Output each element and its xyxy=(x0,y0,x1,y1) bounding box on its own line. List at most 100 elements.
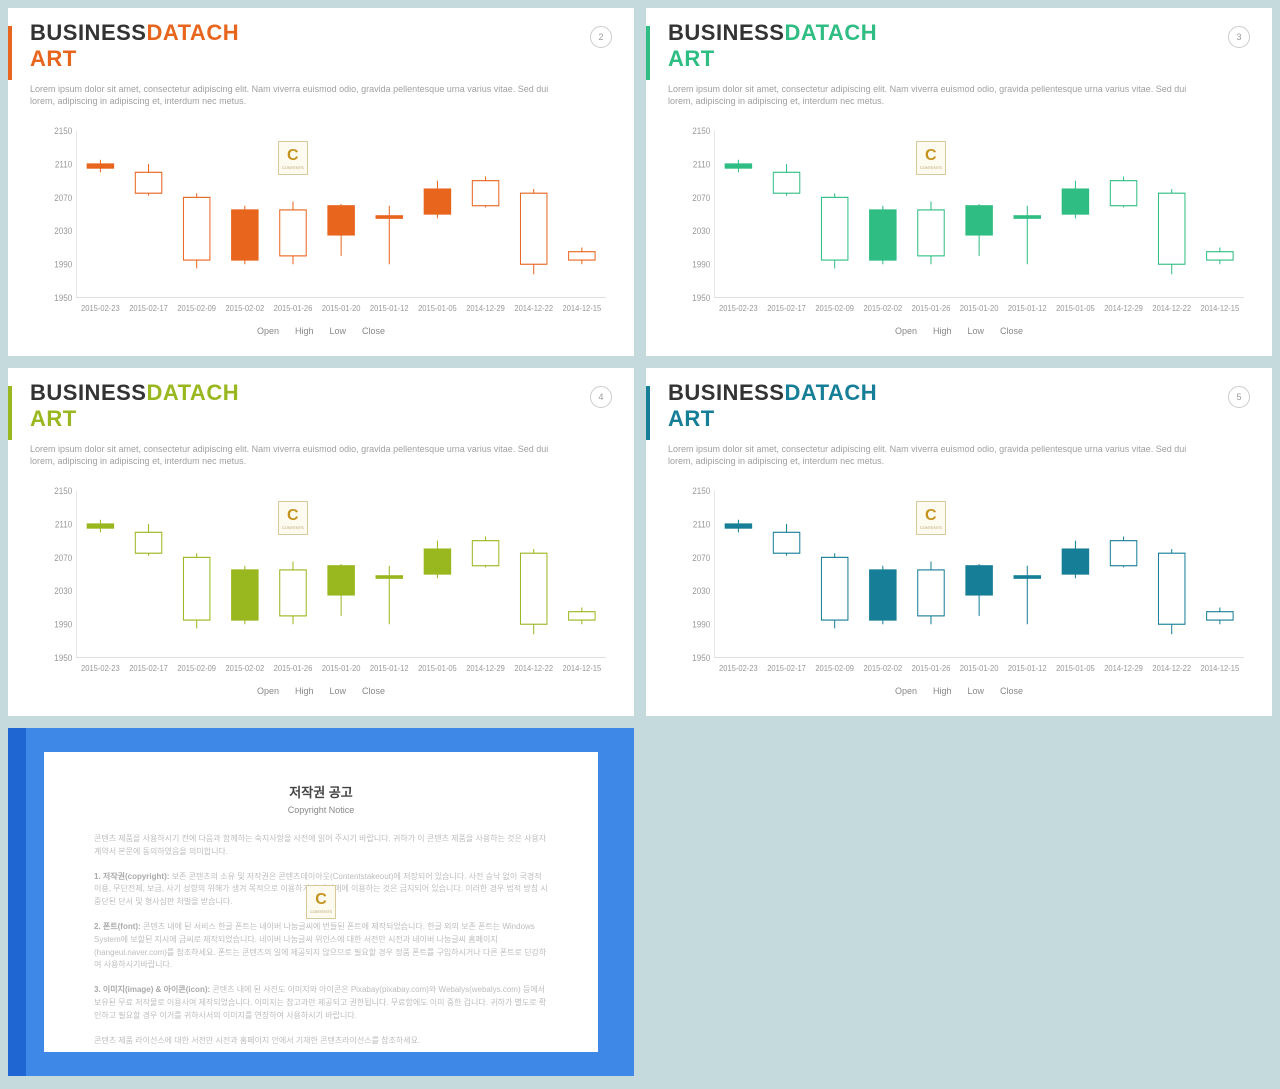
copyright-paragraph: 3. 이미지(image) & 아이콘(icon): 콘텐츠 내에 된 사진도 … xyxy=(94,984,548,1022)
svg-text:2015-02-02: 2015-02-02 xyxy=(863,664,902,673)
svg-text:2015-02-17: 2015-02-17 xyxy=(129,304,168,313)
svg-text:2015-01-12: 2015-01-12 xyxy=(370,304,409,313)
legend-item: Open xyxy=(257,326,279,336)
svg-text:1950: 1950 xyxy=(54,653,72,664)
svg-text:2015-02-23: 2015-02-23 xyxy=(719,664,758,673)
svg-text:2015-02-02: 2015-02-02 xyxy=(225,304,264,313)
legend-item: Low xyxy=(968,326,985,336)
slide-title: BUSINESSDATACH xyxy=(30,380,612,406)
watermark-letter: C xyxy=(315,891,327,909)
legend-item: Close xyxy=(1000,326,1023,336)
watermark-letter: C xyxy=(287,147,299,165)
candlestick-chart: 1950199020302070211021502015-02-232015-0… xyxy=(684,126,1250,318)
svg-text:2110: 2110 xyxy=(693,159,711,170)
title-part2: DATACH xyxy=(146,20,239,45)
chart-slide-2: BUSINESSDATACH ART Lorem ipsum dolor sit… xyxy=(8,8,634,356)
svg-text:1990: 1990 xyxy=(54,259,72,270)
slide-subtitle: Lorem ipsum dolor sit amet, consectetur … xyxy=(30,83,550,108)
legend-item: High xyxy=(933,326,952,336)
svg-text:2150: 2150 xyxy=(54,486,72,496)
svg-text:2110: 2110 xyxy=(55,159,73,170)
svg-text:2015-02-23: 2015-02-23 xyxy=(719,304,758,313)
legend-item: Close xyxy=(362,686,385,696)
title-part3: ART xyxy=(668,406,715,431)
title-part3: ART xyxy=(30,46,77,71)
svg-text:2030: 2030 xyxy=(692,226,710,237)
title-part2: DATACH xyxy=(146,380,239,405)
page-number-badge: 2 xyxy=(590,26,612,48)
svg-text:2014-12-29: 2014-12-29 xyxy=(466,664,505,673)
legend-item: Low xyxy=(330,686,347,696)
title-part1: BUSINESS xyxy=(668,380,784,405)
chart-legend: OpenHighLowClose xyxy=(8,326,634,336)
chart-legend: Open High Low Close xyxy=(646,326,1272,336)
legend-item: Low xyxy=(330,326,347,336)
slides-grid: BUSINESSDATACH ART Lorem ipsum dolor sit… xyxy=(8,8,1272,1076)
watermark-letter: C xyxy=(925,147,937,165)
svg-text:2030: 2030 xyxy=(54,586,72,597)
chart-legend: OpenHighLowClose xyxy=(8,686,634,696)
watermark-sub: CONTENTS xyxy=(920,165,942,170)
title-part1: BUSINESS xyxy=(668,20,784,45)
legend-item: Open xyxy=(257,686,279,696)
watermark-sub: CONTENTS xyxy=(310,909,332,914)
svg-text:2014-12-22: 2014-12-22 xyxy=(514,664,553,673)
watermark-sub: CONTENTS xyxy=(282,525,304,530)
svg-text:2015-02-09: 2015-02-09 xyxy=(815,664,854,673)
slide-subtitle: Lorem ipsum dolor sit amet, consectetur … xyxy=(668,443,1188,468)
svg-text:2015-01-20: 2015-01-20 xyxy=(322,304,361,313)
legend-item: Close xyxy=(362,326,385,336)
svg-text:2015-01-12: 2015-01-12 xyxy=(1008,664,1047,673)
svg-text:2070: 2070 xyxy=(54,552,72,563)
slide-title: BUSINESSDATACH xyxy=(30,20,612,46)
copyright-subtitle: Copyright Notice xyxy=(94,805,548,815)
watermark-icon: C CONTENTS xyxy=(306,885,336,919)
svg-text:2015-02-02: 2015-02-02 xyxy=(863,304,902,313)
svg-text:2015-01-05: 2015-01-05 xyxy=(418,664,457,673)
page-number-badge: 4 xyxy=(590,386,612,408)
svg-text:2070: 2070 xyxy=(692,192,710,203)
title-part3: ART xyxy=(30,406,77,431)
svg-text:2110: 2110 xyxy=(55,519,73,530)
chart-slide-5: BUSINESSDATACH ART Lorem ipsum dolor sit… xyxy=(646,368,1272,716)
svg-text:2110: 2110 xyxy=(693,519,711,530)
svg-text:2014-12-22: 2014-12-22 xyxy=(1152,664,1191,673)
slide-subtitle: Lorem ipsum dolor sit amet, consectetur … xyxy=(30,443,550,468)
slide-subtitle: Lorem ipsum dolor sit amet, consectetur … xyxy=(668,83,1188,108)
copyright-paragraph: 콘텐츠 제품 라이선스에 대한 서전만 시전과 홈페이지 안에서 기재한 콘텐츠… xyxy=(94,1035,548,1048)
title-part1: BUSINESS xyxy=(30,380,146,405)
legend-item: Low xyxy=(968,686,985,696)
svg-text:2014-12-29: 2014-12-29 xyxy=(466,304,505,313)
svg-text:2015-01-20: 2015-01-20 xyxy=(960,304,999,313)
svg-text:2015-02-02: 2015-02-02 xyxy=(225,664,264,673)
title-part2: DATACH xyxy=(784,20,877,45)
title-block: BUSINESSDATACH ART Lorem ipsum dolor sit… xyxy=(30,20,612,108)
watermark-icon: CCONTENTS xyxy=(916,501,946,535)
title-part2: DATACH xyxy=(784,380,877,405)
svg-text:2015-01-12: 2015-01-12 xyxy=(370,664,409,673)
watermark-letter: C xyxy=(287,507,299,525)
watermark-sub: CONTENTS xyxy=(920,525,942,530)
copyright-slide: 저작권 공고 Copyright Notice 콘텐츠 제품을 사용하시기 전에… xyxy=(8,728,634,1076)
svg-text:2070: 2070 xyxy=(54,192,72,203)
svg-text:2015-01-26: 2015-01-26 xyxy=(274,664,313,673)
candlestick-chart: 1950199020302070211021502015-02-232015-0… xyxy=(684,486,1250,678)
svg-text:2150: 2150 xyxy=(54,126,72,136)
svg-text:2015-01-26: 2015-01-26 xyxy=(912,304,951,313)
candlestick-chart: 1950199020302070211021502015-02-232015-0… xyxy=(46,486,612,678)
copyright-paragraph: 2. 폰트(font): 콘텐츠 내에 된 서비스 한글 폰트는 네이버 나눔글… xyxy=(94,921,548,972)
copyright-paragraph: 콘텐츠 제품을 사용하시기 전에 다음과 함께하는 숙지사항을 사전에 읽어 주… xyxy=(94,833,548,859)
svg-text:2014-12-15: 2014-12-15 xyxy=(563,304,602,313)
svg-text:1950: 1950 xyxy=(692,653,710,664)
legend-item: Open xyxy=(895,686,917,696)
svg-text:2014-12-29: 2014-12-29 xyxy=(1104,664,1143,673)
chart-slide-4: BUSINESSDATACH ART Lorem ipsum dolor sit… xyxy=(8,368,634,716)
svg-text:2015-01-20: 2015-01-20 xyxy=(322,664,361,673)
svg-text:1950: 1950 xyxy=(692,293,710,304)
svg-text:2015-02-23: 2015-02-23 xyxy=(81,304,120,313)
legend-item: Open xyxy=(895,326,917,336)
slide-title: BUSINESSDATACH xyxy=(668,380,1250,406)
svg-text:2015-01-20: 2015-01-20 xyxy=(960,664,999,673)
title-block: BUSINESSDATACH ART Lorem ipsum dolor sit… xyxy=(668,20,1250,108)
title-block: BUSINESSDATACH ART Lorem ipsum dolor sit… xyxy=(668,380,1250,468)
